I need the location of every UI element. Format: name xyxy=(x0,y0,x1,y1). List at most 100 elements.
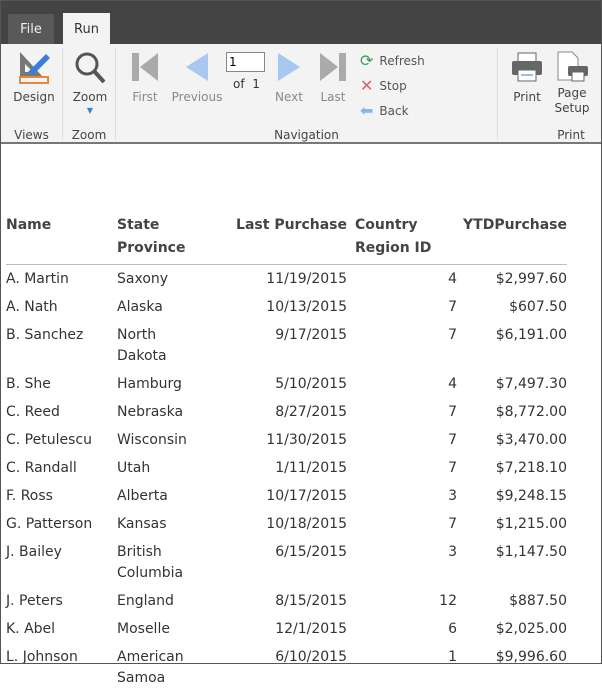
first-button[interactable]: First xyxy=(125,50,165,104)
country-region-id-cell: 12 xyxy=(439,593,457,609)
table-row: B. She Hamburg 5/10/2015 4 $7,497.30 xyxy=(6,370,567,398)
table-row: C. Reed Nebraska 8/27/2015 7 $8,772.00 xyxy=(6,398,567,426)
last-purchase-cell: 9/17/2015 xyxy=(275,327,347,343)
country-region-id-cell: 7 xyxy=(448,299,457,315)
group-zoom: Zoom xyxy=(71,128,107,142)
country-region-id-cell: 6 xyxy=(448,621,457,637)
col-state-province: State Province xyxy=(117,214,221,265)
table-row: G. Patterson Kansas 10/18/2015 7 $1,215.00 xyxy=(6,510,567,538)
table-row: J. Peters England 8/15/2015 12 $887.50 xyxy=(6,587,567,615)
country-region-id-cell: 3 xyxy=(448,488,457,504)
page-setup-label: Page Setup xyxy=(554,86,590,115)
table-row: L. Johnson American Samoa 6/10/2015 1 $9,996… xyxy=(6,643,567,692)
refresh-icon: ⟳ xyxy=(360,51,374,70)
design-icon xyxy=(19,52,50,84)
first-page-icon xyxy=(132,53,158,81)
table-row: C. Petulescu Wisconsin 11/30/2015 7 $3,470.0… xyxy=(6,426,567,454)
last-page-icon xyxy=(320,53,346,81)
ytd-purchase-cell: $1,147.50 xyxy=(495,544,567,560)
page-count: of 1 xyxy=(233,77,260,91)
country-region-id-cell: 4 xyxy=(448,271,457,287)
table-row: B. Sanchez North Dakota 9/17/2015 7 $6,191.0… xyxy=(6,321,567,370)
state-cell: Alberta xyxy=(117,488,168,504)
state-cell: Hamburg xyxy=(117,376,182,392)
next-button[interactable]: Next xyxy=(269,50,309,104)
ytd-purchase-cell: $8,772.00 xyxy=(495,404,567,420)
col-last-purchase: Last Purchase xyxy=(221,214,347,265)
state-cell: Utah xyxy=(117,460,151,476)
group-print: Print xyxy=(557,128,585,142)
state-cell: England xyxy=(117,593,174,609)
refresh-button[interactable]: ⟳ Refresh xyxy=(360,51,425,70)
magnifier-icon xyxy=(75,52,106,84)
country-region-id-cell: 7 xyxy=(448,432,457,448)
col-country-region-id: Country Region ID xyxy=(347,214,457,265)
state-cell: Moselle xyxy=(117,621,170,637)
last-purchase-cell: 6/15/2015 xyxy=(275,544,347,560)
state-cell: Saxony xyxy=(117,271,169,287)
ytd-purchase-cell: $7,497.30 xyxy=(495,376,567,392)
table-row: A. Nath Alaska 10/13/2015 7 $607.50 xyxy=(6,293,567,321)
page-setup-button[interactable]: Page Setup xyxy=(549,50,595,116)
state-cell: Wisconsin xyxy=(117,432,187,448)
last-purchase-cell: 8/15/2015 xyxy=(275,593,347,609)
last-purchase-cell: 1/11/2015 xyxy=(275,460,347,476)
state-cell: Nebraska xyxy=(117,404,184,420)
last-purchase-cell: 10/18/2015 xyxy=(266,516,347,532)
group-views: Views xyxy=(14,128,49,142)
previous-button[interactable]: Previous xyxy=(171,50,223,104)
ytd-purchase-cell: $9,996.60 xyxy=(495,649,567,665)
state-cell: American Samoa xyxy=(117,649,184,686)
stop-button[interactable]: ✕ Stop xyxy=(360,76,407,95)
report-table: Name State Province Last Purchase Countr… xyxy=(6,214,567,692)
design-button[interactable]: Design xyxy=(11,50,57,104)
col-ytd-purchase: YTDPurchase xyxy=(457,214,567,265)
name-cell: B. She xyxy=(6,376,51,392)
last-purchase-cell: 11/30/2015 xyxy=(266,432,347,448)
refresh-label: Refresh xyxy=(379,53,425,68)
name-cell: J. Bailey xyxy=(6,544,62,560)
print-button[interactable]: Print xyxy=(506,50,548,104)
previous-icon xyxy=(186,53,208,81)
page-number-input[interactable] xyxy=(226,52,265,72)
name-cell: C. Petulescu xyxy=(6,432,92,448)
country-region-id-cell: 7 xyxy=(448,516,457,532)
back-arrow-icon: ⬅ xyxy=(360,101,374,120)
ytd-purchase-cell: $887.50 xyxy=(509,593,567,609)
last-purchase-cell: 12/1/2015 xyxy=(275,621,347,637)
tab-run[interactable]: Run xyxy=(63,13,110,45)
name-cell: G. Patterson xyxy=(6,516,93,532)
ytd-purchase-cell: $6,191.00 xyxy=(495,327,567,343)
name-cell: F. Ross xyxy=(6,488,53,504)
table-row: C. Randall Utah 1/11/2015 7 $7,218.10 xyxy=(6,454,567,482)
back-button[interactable]: ⬅ Back xyxy=(360,101,409,120)
country-region-id-cell: 1 xyxy=(448,649,457,665)
tab-file[interactable]: File xyxy=(8,14,54,44)
last-purchase-cell: 8/27/2015 xyxy=(275,404,347,420)
table-row: A. Martin Saxony 11/19/2015 4 $2,997.60 xyxy=(6,265,567,294)
country-region-id-cell: 7 xyxy=(448,327,457,343)
country-region-id-cell: 7 xyxy=(448,460,457,476)
print-label: Print xyxy=(513,90,541,104)
name-cell: C. Randall xyxy=(6,460,77,476)
ytd-purchase-cell: $7,218.10 xyxy=(495,460,567,476)
of-label: of xyxy=(233,77,245,91)
back-label: Back xyxy=(379,103,409,118)
printer-icon xyxy=(512,52,542,82)
country-region-id-cell: 7 xyxy=(448,404,457,420)
table-row: K. Abel Moselle 12/1/2015 6 $2,025.00 xyxy=(6,615,567,643)
state-cell: Kansas xyxy=(117,516,167,532)
state-cell: British Columbia xyxy=(117,544,184,581)
design-label: Design xyxy=(13,90,55,104)
name-cell: A. Nath xyxy=(6,299,58,315)
group-navigation: Navigation xyxy=(274,128,339,142)
name-cell: J. Peters xyxy=(6,593,63,609)
table-row: F. Ross Alberta 10/17/2015 3 $9,248.15 xyxy=(6,482,567,510)
country-region-id-cell: 3 xyxy=(448,544,457,560)
zoom-button[interactable]: Zoom ▼ xyxy=(67,50,113,115)
ytd-purchase-cell: $9,248.15 xyxy=(495,488,567,504)
name-cell: L. Johnson xyxy=(6,649,78,665)
last-purchase-cell: 10/17/2015 xyxy=(266,488,347,504)
last-button[interactable]: Last xyxy=(313,50,353,104)
ytd-purchase-cell: $3,470.00 xyxy=(495,432,567,448)
